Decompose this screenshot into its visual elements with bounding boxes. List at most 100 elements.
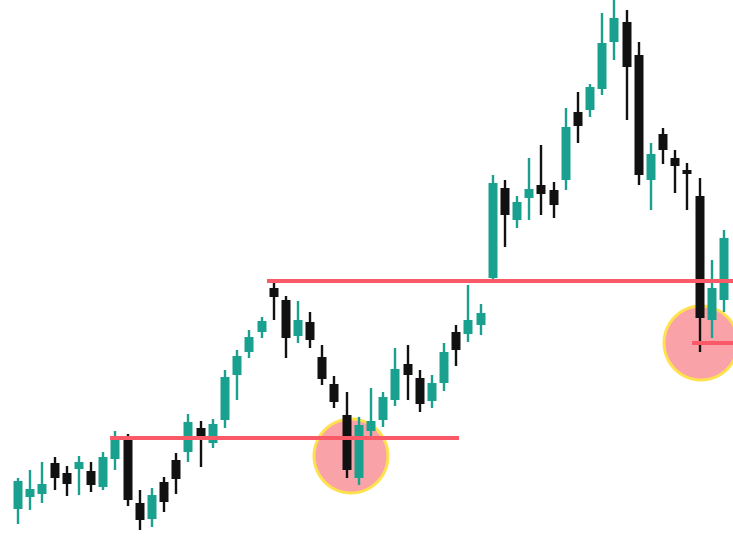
candle: [62, 466, 72, 496]
candle-body: [463, 320, 473, 334]
candle: [147, 488, 157, 527]
candle: [317, 345, 327, 385]
candle: [269, 281, 279, 320]
candle-body: [329, 384, 339, 402]
candle: [13, 478, 23, 524]
candle-body: [13, 481, 23, 509]
candle-body: [439, 352, 449, 383]
candle-body: [536, 185, 546, 194]
candle-body: [244, 337, 254, 352]
candle-body: [37, 484, 47, 494]
candle: [695, 178, 705, 352]
candle-wick: [40, 462, 44, 503]
candle-body: [549, 190, 559, 205]
candle: [439, 343, 449, 391]
candle-body: [415, 378, 425, 404]
candle: [476, 304, 486, 335]
candle: [329, 376, 339, 408]
candle: [561, 108, 571, 190]
candle: [670, 150, 680, 193]
candle: [366, 388, 376, 437]
candle-body: [257, 321, 267, 332]
candle: [682, 163, 692, 210]
candle-body: [695, 196, 705, 318]
candle-body: [110, 438, 120, 459]
candle-body: [512, 202, 522, 220]
candle: [524, 158, 534, 220]
candle-wick: [466, 285, 470, 342]
candle-wick: [77, 456, 81, 495]
candle-body: [208, 424, 218, 443]
candle: [74, 456, 84, 495]
candle-body: [451, 332, 461, 350]
candle: [98, 452, 108, 490]
candle: [110, 431, 120, 470]
candle-body: [354, 425, 364, 478]
candle: [415, 370, 425, 412]
candle-body: [585, 87, 595, 110]
candle-body: [74, 462, 84, 469]
candle-body: [378, 397, 388, 420]
candle-body: [171, 460, 181, 479]
candle: [719, 230, 729, 312]
candle-body: [123, 440, 133, 500]
candle: [707, 260, 717, 338]
candle-wick: [539, 145, 543, 215]
candle-body: [488, 183, 498, 278]
candle: [500, 180, 510, 247]
candle: [293, 301, 303, 343]
candle-wick: [199, 421, 203, 467]
candle: [622, 10, 632, 120]
candle-body: [682, 170, 692, 174]
candle: [536, 145, 546, 215]
candle-body: [573, 112, 583, 126]
candle: [86, 462, 96, 492]
candle: [488, 175, 498, 282]
candle: [342, 392, 352, 478]
candle-body: [62, 473, 72, 484]
candle-wick: [685, 163, 689, 210]
candle: [281, 296, 291, 358]
candle: [646, 143, 656, 210]
candle: [573, 92, 583, 143]
candle: [305, 312, 315, 348]
candle-body: [597, 43, 607, 89]
candle-body: [196, 428, 206, 437]
candlestick-series-layer: [13, 0, 729, 530]
candle: [220, 370, 230, 428]
candle-body: [634, 55, 644, 175]
candle: [171, 453, 181, 494]
candle: [585, 84, 595, 117]
candle: [512, 196, 522, 228]
candle-body: [342, 415, 352, 470]
candle-body: [561, 127, 571, 180]
candle-wick: [673, 150, 677, 193]
candle-wick: [272, 281, 276, 320]
candle-body: [269, 288, 279, 297]
candle-body: [50, 463, 60, 478]
candle: [244, 330, 254, 358]
candle-body: [317, 357, 327, 379]
candle: [196, 421, 206, 467]
candle: [37, 462, 47, 503]
candle-body: [609, 18, 619, 42]
candle-body: [476, 313, 486, 325]
candle: [354, 417, 364, 485]
candle-body: [366, 421, 376, 431]
candle: [25, 470, 35, 510]
candle: [232, 350, 242, 400]
candle-body: [86, 471, 96, 485]
candle: [257, 317, 267, 338]
candle-body: [220, 377, 230, 420]
candle: [208, 419, 218, 448]
candle-body: [427, 383, 437, 401]
candle-body: [305, 322, 315, 340]
price-level-lines-layer: [110, 279, 733, 440]
candle-body: [281, 300, 291, 338]
candle: [597, 13, 607, 95]
candle: [427, 375, 437, 408]
candle-body: [147, 495, 157, 519]
candle-body: [293, 320, 303, 336]
